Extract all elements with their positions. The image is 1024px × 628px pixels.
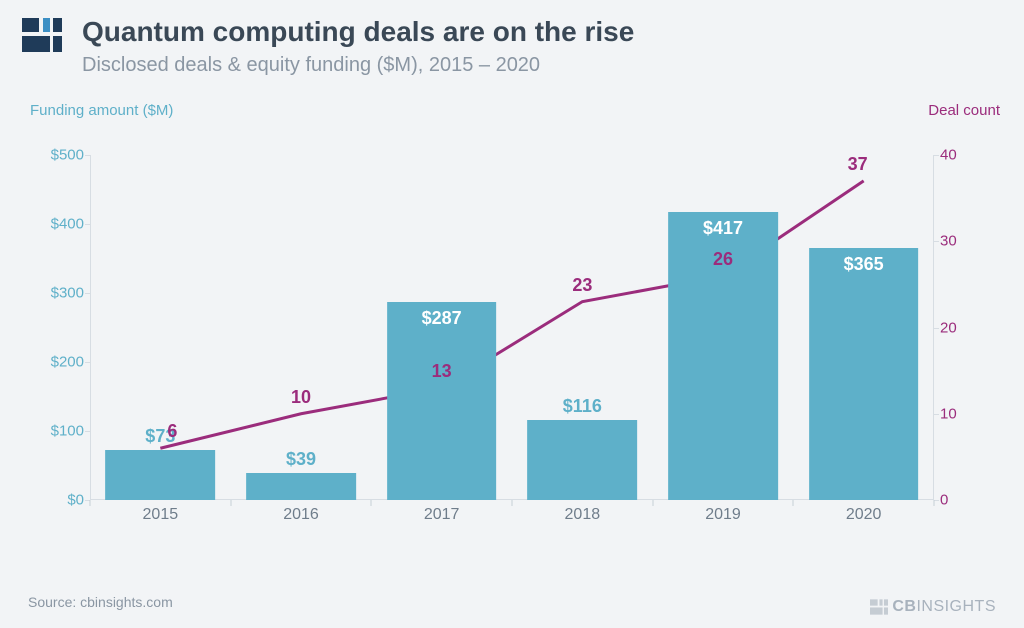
- footer-brand: CBINSIGHTS: [870, 598, 996, 616]
- right-ytick: 40: [940, 147, 994, 164]
- funding-bar: $365: [809, 248, 919, 500]
- source-attribution: Source: cbinsights.com: [28, 594, 173, 610]
- right-ytick: 30: [940, 233, 994, 250]
- chart-area: $73 $39 $287 $116 $417 $365 6 10 13 23 26 37 $0 $100…: [30, 130, 994, 530]
- left-axis-label: Funding amount ($M): [30, 102, 173, 119]
- bar-value-label: $417: [703, 218, 743, 239]
- left-ytick-mark: [85, 224, 90, 225]
- left-ytick: $100: [30, 423, 84, 440]
- footer-brand-text: CBINSIGHTS: [892, 598, 996, 616]
- deal-count-line: [90, 155, 934, 500]
- funding-bar: $39: [246, 473, 356, 500]
- x-tick-label: 2015: [90, 506, 230, 524]
- bar-value-label: $287: [422, 308, 462, 329]
- line-value-label: 6: [167, 421, 177, 442]
- chart-subtitle: Disclosed deals & equity funding ($M), 2…: [82, 54, 540, 77]
- funding-bar: $116: [527, 420, 637, 500]
- x-tick-label: 2019: [653, 506, 793, 524]
- right-ytick-mark: [934, 414, 939, 415]
- right-ytick-mark: [934, 241, 939, 242]
- left-ytick: $0: [30, 492, 84, 509]
- plot-area: $73 $39 $287 $116 $417 $365 6 10 13 23 26 37: [90, 155, 934, 500]
- left-ytick-mark: [85, 293, 90, 294]
- funding-bar: $73: [105, 450, 215, 500]
- x-tick-label: 2018: [512, 506, 652, 524]
- left-ytick: $400: [30, 216, 84, 233]
- bar-value-label: $365: [844, 254, 884, 275]
- x-tick-label: 2020: [794, 506, 934, 524]
- right-ytick: 20: [940, 319, 994, 336]
- brand-logo-icon: [22, 18, 62, 52]
- right-ytick-mark: [934, 328, 939, 329]
- right-ytick-mark: [934, 155, 939, 156]
- x-tick-label: 2016: [231, 506, 371, 524]
- chart-title: Quantum computing deals are on the rise: [82, 16, 634, 48]
- right-ytick-mark: [934, 500, 939, 501]
- line-value-label: 26: [713, 249, 733, 270]
- line-value-label: 10: [291, 387, 311, 408]
- x-tick-label: 2017: [372, 506, 512, 524]
- left-ytick-mark: [85, 431, 90, 432]
- left-ytick: $200: [30, 354, 84, 371]
- left-ytick: $500: [30, 147, 84, 164]
- right-axis-label: Deal count: [928, 102, 1000, 119]
- footer-logo-icon: [870, 599, 888, 615]
- left-ytick-mark: [85, 155, 90, 156]
- right-ytick: 0: [940, 492, 994, 509]
- left-ytick: $300: [30, 285, 84, 302]
- right-ytick: 10: [940, 405, 994, 422]
- line-value-label: 13: [432, 361, 452, 382]
- bar-value-label: $116: [563, 396, 602, 417]
- left-ytick-mark: [85, 362, 90, 363]
- bar-value-label: $39: [286, 449, 316, 470]
- line-value-label: 37: [848, 154, 868, 175]
- line-value-label: 23: [572, 275, 592, 296]
- funding-bar: $287: [387, 302, 497, 500]
